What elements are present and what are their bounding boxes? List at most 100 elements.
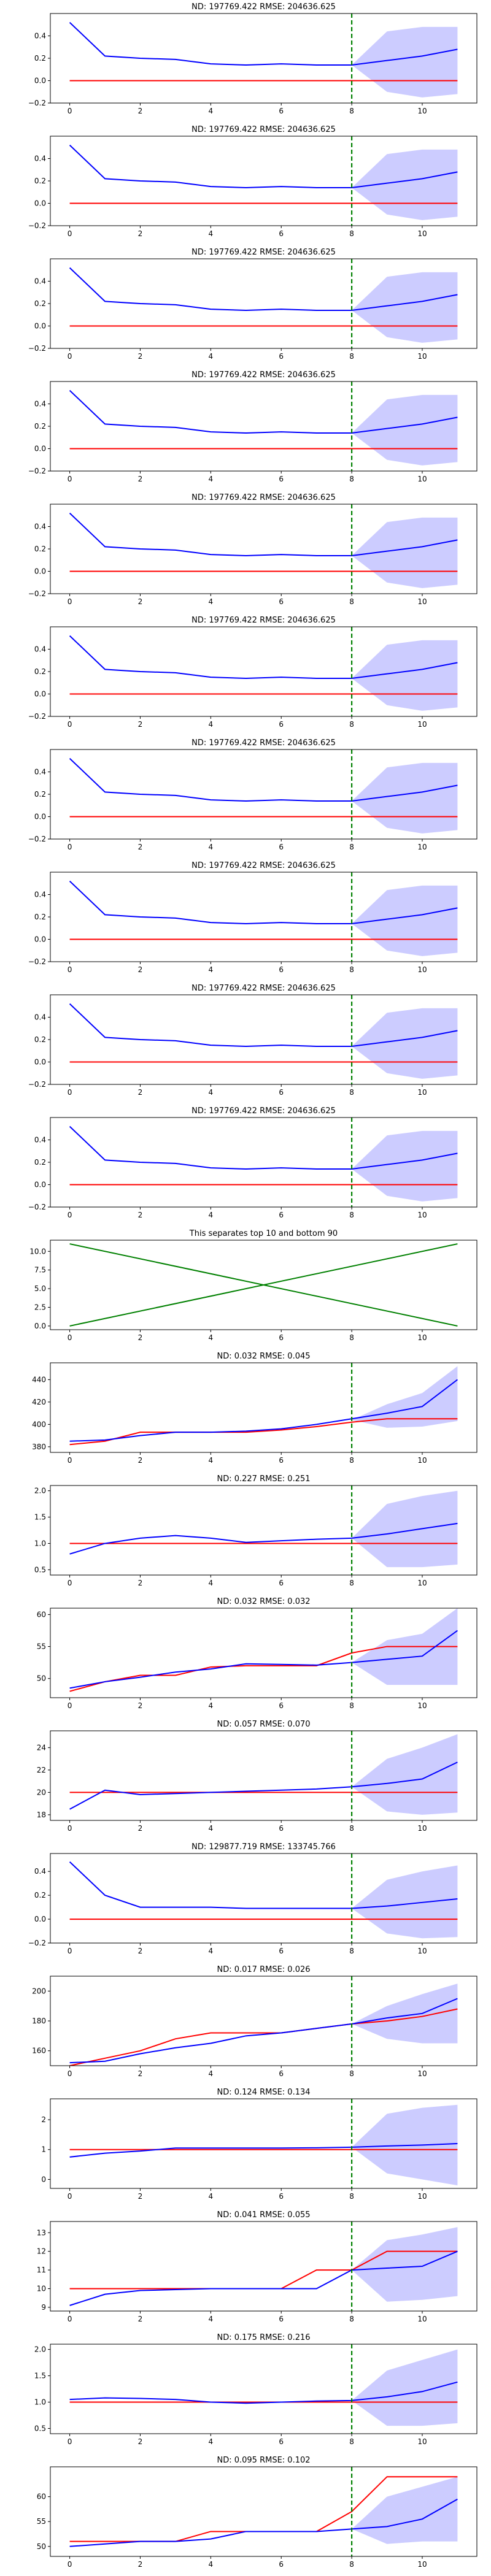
subplot-title: ND: 0.124 RMSE: 0.134 (217, 2088, 310, 2097)
x-tick-label: 6 (279, 1947, 284, 1955)
y-tick-label: 0.4 (34, 1136, 46, 1144)
y-tick-label: 1.0 (34, 2398, 46, 2406)
x-tick-label: 10 (417, 965, 427, 974)
x-tick-label: 10 (417, 1579, 427, 1587)
confidence-band (352, 394, 458, 466)
y-tick-label: −0.2 (28, 1939, 46, 1947)
prediction-line (69, 2143, 458, 2158)
x-tick-label: 10 (417, 720, 427, 729)
x-tick-label: 6 (279, 229, 284, 238)
subplot-title: ND: 0.057 RMSE: 0.070 (217, 1720, 310, 1729)
subplot-7: ND: 197769.422 RMSE: 204636.625 0 2 4 6 8 10 −0… (28, 738, 477, 851)
subplot-21: ND: 0.095 RMSE: 0.102 0 2 4 6 8 10 50 55 60 (37, 2456, 477, 2569)
plot-area (69, 1731, 458, 1820)
y-tick-label: 0.2 (34, 54, 46, 63)
x-tick-label: 10 (417, 1088, 427, 1097)
x-tick-label: 10 (417, 107, 427, 115)
y-tick-label: 0.0 (34, 199, 46, 208)
y-tick-label: 1 (41, 2145, 46, 2154)
x-tick-label: 8 (349, 352, 354, 361)
confidence-band (352, 1984, 458, 2044)
y-tick-label: 0.0 (34, 813, 46, 821)
x-tick-label: 2 (138, 1824, 143, 1833)
x-tick-label: 8 (349, 843, 354, 851)
x-tick-label: 8 (349, 2437, 354, 2446)
x-tick-label: 4 (209, 229, 214, 238)
y-tick-label: 55 (37, 2517, 46, 2526)
x-tick-label: 6 (279, 1824, 284, 1833)
x-tick-label: 10 (417, 1824, 427, 1833)
prediction-line (69, 880, 458, 924)
confidence-band (352, 640, 458, 711)
x-tick-label: 8 (349, 2192, 354, 2201)
subplot-title: ND: 197769.422 RMSE: 204636.625 (191, 125, 336, 134)
y-tick-label: 9 (41, 2303, 46, 2312)
x-tick-label: 10 (417, 352, 427, 361)
x-tick-label: 8 (349, 1088, 354, 1097)
y-tick-label: 7.5 (34, 1266, 46, 1275)
x-tick-label: 2 (138, 720, 143, 729)
subplot-title: ND: 197769.422 RMSE: 204636.625 (191, 248, 336, 257)
y-tick-label: 22 (37, 1766, 46, 1774)
x-tick-label: 10 (417, 475, 427, 483)
x-tick-label: 2 (138, 965, 143, 974)
x-tick-label: 2 (138, 1088, 143, 1097)
y-tick-label: 0.4 (34, 155, 46, 163)
y-tick-label: 0.4 (34, 645, 46, 654)
x-tick-label: 2 (138, 2315, 143, 2323)
x-tick-label: 8 (349, 1947, 354, 1955)
subplot-13: ND: 0.227 RMSE: 0.251 0 2 4 6 8 10 0.5 1.0 1.5 2.0 (34, 1474, 477, 1587)
x-tick-label: 10 (417, 597, 427, 606)
subplot-title: ND: 197769.422 RMSE: 204636.625 (191, 1106, 336, 1116)
y-tick-label: 0.4 (34, 32, 46, 40)
x-tick-label: 0 (68, 1947, 72, 1955)
subplot-title: ND: 0.041 RMSE: 0.055 (217, 2210, 310, 2220)
prediction-line (69, 757, 458, 802)
x-tick-label: 2 (138, 2192, 143, 2201)
subplot-3: ND: 197769.422 RMSE: 204636.625 0 2 4 6 8 10 −0… (28, 248, 477, 361)
y-tick-label: 0.0 (34, 1181, 46, 1189)
prediction-line (69, 1522, 458, 1555)
y-tick-label: −0.2 (28, 467, 46, 475)
x-tick-label: 6 (279, 1456, 284, 1465)
confidence-band (352, 2477, 458, 2544)
plot-area (69, 1976, 458, 2066)
x-tick-label: 10 (417, 1947, 427, 1955)
y-tick-label: −0.2 (28, 1203, 46, 1211)
subplot-title: ND: 0.095 RMSE: 0.102 (217, 2456, 310, 2465)
plot-area (69, 1485, 458, 1575)
subplot-title: ND: 197769.422 RMSE: 204636.625 (191, 861, 336, 870)
subplot-19: ND: 0.041 RMSE: 0.055 0 2 4 6 8 10 9 10 11 12 13 (37, 2210, 477, 2323)
x-tick-label: 4 (209, 1701, 214, 1710)
confidence-band (352, 517, 458, 588)
x-tick-label: 8 (349, 475, 354, 483)
x-tick-label: 2 (138, 2437, 143, 2446)
prediction-line (69, 1998, 458, 2064)
x-tick-label: 0 (68, 352, 72, 361)
y-tick-label: 0.2 (34, 1891, 46, 1899)
y-tick-label: 0.2 (34, 1158, 46, 1167)
subplot-title: This separates top 10 and bottom 90 (189, 1229, 338, 1238)
confidence-band (352, 762, 458, 834)
x-tick-label: 4 (209, 2560, 214, 2569)
x-tick-label: 0 (68, 107, 72, 115)
prediction-line (69, 1861, 458, 1909)
y-tick-label: 0.0 (34, 935, 46, 944)
y-tick-label: 0.0 (34, 567, 46, 576)
plot-area (69, 1243, 458, 1327)
x-tick-label: 2 (138, 2560, 143, 2569)
plot-area (69, 13, 458, 103)
x-tick-label: 8 (349, 1579, 354, 1587)
green-line-2 (69, 1243, 458, 1327)
x-tick-label: 0 (68, 1824, 72, 1833)
x-tick-label: 2 (138, 1456, 143, 1465)
x-tick-label: 2 (138, 2069, 143, 2078)
x-tick-label: 2 (138, 1211, 143, 1219)
subplot-14: ND: 0.032 RMSE: 0.032 0 2 4 6 8 10 50 55 60 (37, 1597, 477, 1710)
y-tick-label: 13 (37, 2228, 46, 2237)
x-tick-label: 6 (279, 107, 284, 115)
prediction-line (69, 2498, 458, 2547)
x-tick-label: 10 (417, 1333, 427, 1342)
y-tick-label: 0.0 (34, 77, 46, 85)
